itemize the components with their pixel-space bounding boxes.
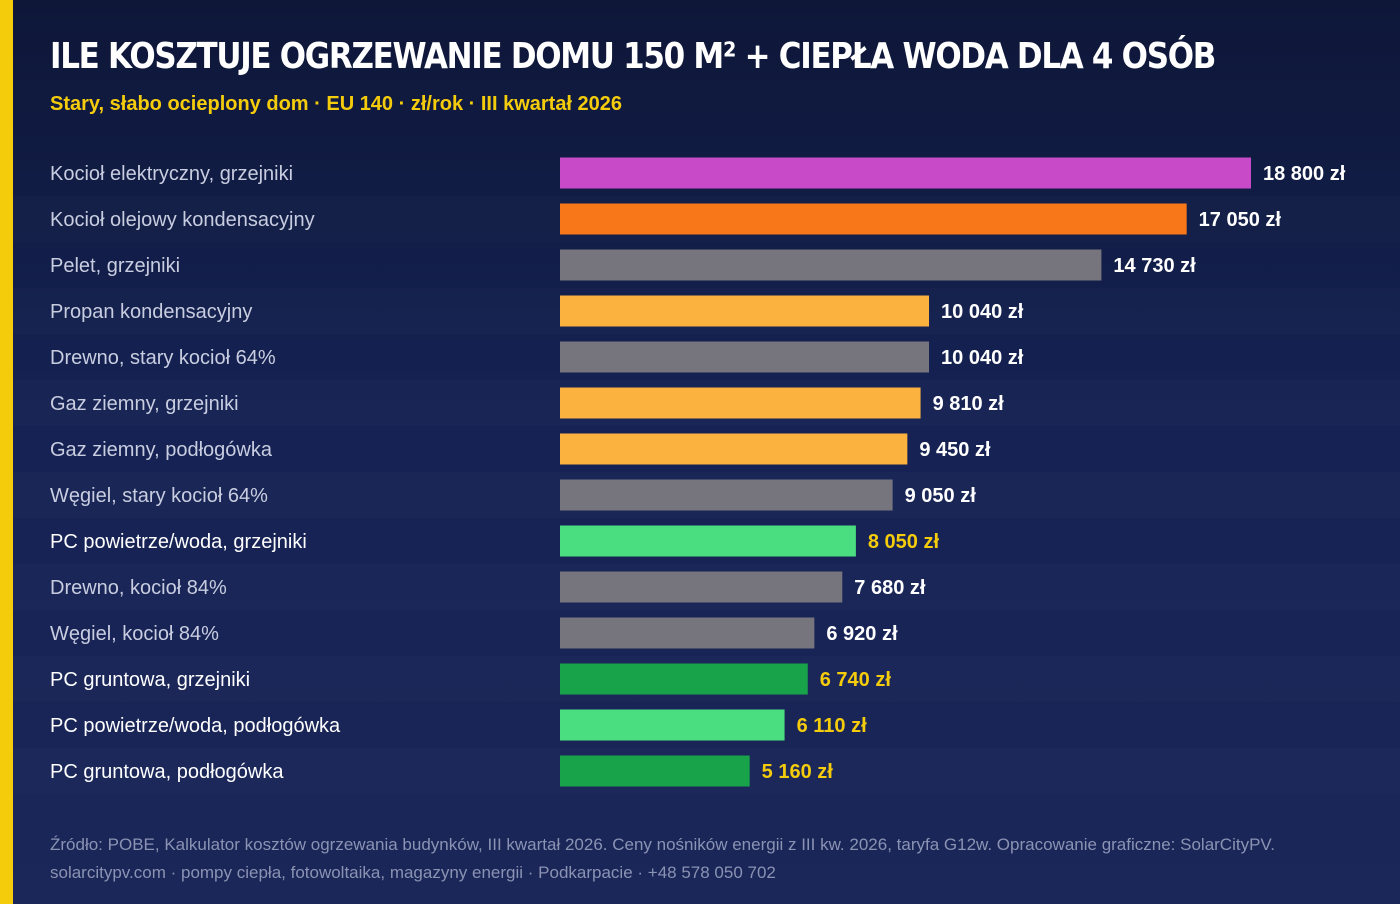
value-label: 6 740 zł xyxy=(820,669,892,691)
bar xyxy=(560,203,1187,235)
category-label: Węgiel, stary kocioł 64% xyxy=(50,485,268,507)
category-label: Kocioł olejowy kondensacyjny xyxy=(50,209,315,231)
bar xyxy=(560,479,893,511)
category-label: Propan kondensacyjny xyxy=(50,301,252,323)
category-label: Drewno, stary kocioł 64% xyxy=(50,347,276,369)
category-label: Gaz ziemny, grzejniki xyxy=(50,393,239,415)
value-label: 10 040 zł xyxy=(941,347,1024,369)
chart-title: ILE KOSZTUJE OGRZEWANIE DOMU 150 M² + CI… xyxy=(50,36,1216,77)
value-label: 9 450 zł xyxy=(919,439,991,461)
value-label: 8 050 zł xyxy=(868,531,940,553)
source-note: Źródło: POBE, Kalkulator kosztów ogrzewa… xyxy=(50,835,1275,854)
category-label: PC powietrze/woda, podłogówka xyxy=(50,715,341,737)
category-label: PC powietrze/woda, grzejniki xyxy=(50,531,307,553)
value-label: 14 730 zł xyxy=(1113,255,1196,277)
bar xyxy=(560,249,1102,281)
category-label: Drewno, kocioł 84% xyxy=(50,577,227,599)
category-label: Pelet, grzejniki xyxy=(50,255,180,277)
bar xyxy=(560,433,908,465)
bar xyxy=(560,617,815,649)
bar xyxy=(560,295,930,327)
category-label: Węgiel, kocioł 84% xyxy=(50,623,219,645)
contact-line: solarcitypv.com · pompy ciepła, fotowolt… xyxy=(50,863,776,882)
value-label: 18 800 zł xyxy=(1263,163,1346,185)
category-label: PC gruntowa, grzejniki xyxy=(50,669,250,691)
bar xyxy=(560,709,785,741)
bar xyxy=(560,525,856,557)
chart-subtitle: Stary, słabo ocieplony dom · EU 140 · zł… xyxy=(50,93,623,115)
value-label: 6 920 zł xyxy=(826,623,898,645)
category-label: Gaz ziemny, podłogówka xyxy=(50,439,273,461)
category-label: Kocioł elektryczny, grzejniki xyxy=(50,163,293,185)
bar xyxy=(560,341,930,373)
bar xyxy=(560,157,1251,189)
value-label: 17 050 zł xyxy=(1199,209,1282,231)
bar xyxy=(560,571,843,603)
accent-stripe xyxy=(0,0,13,904)
value-label: 6 110 zł xyxy=(797,715,868,737)
bar xyxy=(560,387,921,419)
value-label: 5 160 zł xyxy=(762,761,834,783)
category-label: PC gruntowa, podłogówka xyxy=(50,761,284,783)
bar xyxy=(560,663,808,695)
value-label: 9 050 zł xyxy=(905,485,977,507)
value-label: 7 680 zł xyxy=(854,577,926,599)
bar xyxy=(560,755,750,787)
value-label: 10 040 zł xyxy=(941,301,1024,323)
value-label: 9 810 zł xyxy=(933,393,1005,415)
